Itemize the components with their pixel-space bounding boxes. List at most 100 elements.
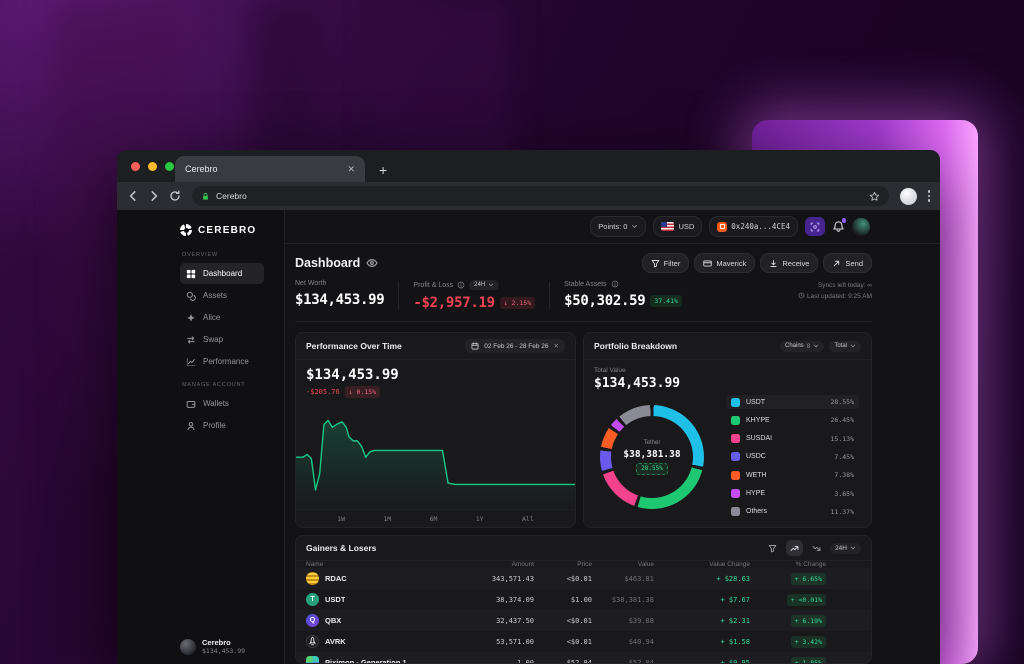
filter-button[interactable]: Filter [641,253,690,273]
receive-icon [769,259,778,268]
scan-button[interactable] [805,217,825,236]
reload-icon[interactable] [169,190,181,202]
sidebar-account[interactable]: Cerebro $134,453.99 [180,638,245,655]
legend-item-weth[interactable]: WETH 7.38% [726,468,859,482]
legend-swatch [731,452,740,462]
sidebar-item-profile[interactable]: Profile [180,415,264,436]
portfolio-title: Portfolio Breakdown [594,341,678,351]
legend-pct: 3.65% [834,489,854,498]
performance-change-badge: ↓ 0.15% [344,386,381,398]
account-avatar [180,638,196,655]
chains-dropdown[interactable]: Chains 8 [780,340,825,352]
token-amount: 32,437.50 [496,616,534,625]
donut-center-pct: 28.55% [636,462,668,475]
trend-down-icon [812,544,821,553]
forward-icon[interactable] [148,190,160,202]
table-row[interactable]: T USDT 38,374.09 $1.00 $38,381.38 + $7.67 + <0… [296,589,871,610]
legend-item-hype[interactable]: HYPE 3.65% [726,487,859,501]
user-avatar[interactable] [852,217,870,236]
sidebar-item-alice[interactable]: Alice [180,307,264,328]
back-icon[interactable] [127,190,139,202]
address-bar[interactable]: Cerebro [192,186,889,206]
close-window-button[interactable] [131,162,140,171]
date-range-picker[interactable]: 02 Feb 26 - 28 Feb 26 ✕ [465,339,565,353]
charts-row: Performance Over Time 02 Feb 26 - 28 Feb… [295,332,872,528]
bell-icon [832,220,845,233]
range-tab-1y[interactable]: 1Y [475,514,484,523]
column-header-value-change: Value Change [709,561,750,568]
filter-button[interactable] [764,540,781,556]
token-value: $463.81 [624,574,654,583]
wallet-address-pill[interactable]: 0x240a...4CE4 [709,216,798,237]
token-value-change: + $1.58 [720,637,750,646]
token-value: $38,381.38 [611,595,654,604]
legend-item-others[interactable]: Others 11.37% [726,505,859,519]
token-price: <$0.01 [566,637,592,646]
stable-assets-label: Stable Assets [564,280,607,288]
lock-icon [201,192,210,201]
new-tab-button[interactable]: + [379,162,388,178]
total-dropdown[interactable]: Total [829,340,861,352]
portfolio-donut-chart[interactable]: Tether $38,381.38 28.55% [600,405,704,509]
send-button[interactable]: Send [823,253,872,273]
range-tab-1w[interactable]: 1W [337,514,346,523]
table-rows: RDAC 343,571.43 <$0.01 $463.81 + $28.63 + 6.6… [296,568,871,664]
browser-tabstrip: Cerebro ✕ + [117,150,940,182]
bookmark-star-icon[interactable] [869,191,880,202]
notifications-button[interactable] [832,218,846,233]
clear-date-icon[interactable]: ✕ [553,343,559,350]
donut-center: Tether $38,381.38 28.55% [611,416,693,498]
header-actions: Filter Maverick Receive Send [641,253,872,273]
legend-item-susdai[interactable]: SUSDAI 15.13% [726,432,859,446]
sidebar-item-swap[interactable]: Swap [180,329,264,350]
app-topbar: Points: 0 USD 0x240a...4CE4 [285,210,940,244]
legend-name: Others [746,508,768,516]
gainers-toggle[interactable] [786,540,804,556]
eye-icon[interactable] [366,257,378,269]
token-pct-change: + 6.19% [750,615,826,627]
pnl-period-dropdown[interactable]: 24H [469,280,500,290]
maverick-button[interactable]: Maverick [694,253,756,273]
sidebar-item-assets[interactable]: Assets [180,285,264,306]
token-amount: 53,571.00 [496,637,534,646]
info-icon[interactable] [611,280,619,288]
receive-button[interactable]: Receive [760,253,819,273]
sidebar-item-wallets[interactable]: Wallets [180,393,264,414]
token-name: RDAC [325,574,347,583]
currency-selector[interactable]: USD [653,216,703,237]
tab-close-icon[interactable]: ✕ [347,163,355,174]
legend-swatch [731,434,740,444]
range-tab-all[interactable]: All [522,514,534,523]
browser-menu-icon[interactable] [927,190,930,202]
table-row[interactable]: AVRK 53,571.00 <$0.01 $40.94 + $1.58 + 3.42% [296,631,871,652]
range-tab-1m[interactable]: 1M [383,514,392,523]
button-label: Filter [663,258,681,268]
table-row[interactable]: RDAC 343,571.43 <$0.01 $463.81 + $28.63 + 6.6… [296,568,871,589]
sidebar-item-performance[interactable]: Performance [180,351,264,372]
performance-line-chart[interactable] [296,400,575,509]
losers-toggle[interactable] [808,540,825,556]
table-controls: 24H [764,540,861,556]
portfolio-legend: USDT 28.55% KHYPE 26.45% SUSDAI 15.13% USDC 7.4… [726,391,859,527]
table-period-dropdown[interactable]: 24H [830,542,861,554]
maximize-window-button[interactable] [165,162,174,171]
range-tab-6m[interactable]: 6M [429,514,438,523]
info-icon[interactable] [457,281,465,289]
legend-item-usdt[interactable]: USDT 28.55% [726,395,859,409]
total-label: Total [834,343,847,349]
points-dropdown[interactable]: Points: 0 [590,216,647,237]
sidebar-item-dashboard[interactable]: Dashboard [180,263,264,284]
table-row[interactable]: Piximon - Generation 1 1.00 $52.84 $52.84 + … [296,652,871,664]
pnl-stat: Profit & Loss 24H -$2,957.19 ↓ 2.15% [413,280,536,311]
table-row[interactable]: Q QBX 32,437.50 <$0.01 $39.08 + $2.31 + 6.19% [296,610,871,631]
browser-profile-avatar[interactable] [899,187,917,205]
legend-item-khype[interactable]: KHYPE 26.45% [726,413,859,427]
token-amount: 1.00 [517,658,534,664]
table-title: Gainers & Losers [306,543,377,553]
legend-item-usdc[interactable]: USDC 7.45% [726,450,859,464]
minimize-window-button[interactable] [148,162,157,171]
wallet-icon [186,399,196,409]
button-label: Receive [782,258,810,268]
sidebar-nav: OVERVIEW Dashboard Assets Alice Swap Performa… [180,252,284,436]
browser-tab[interactable]: Cerebro ✕ [175,156,365,182]
